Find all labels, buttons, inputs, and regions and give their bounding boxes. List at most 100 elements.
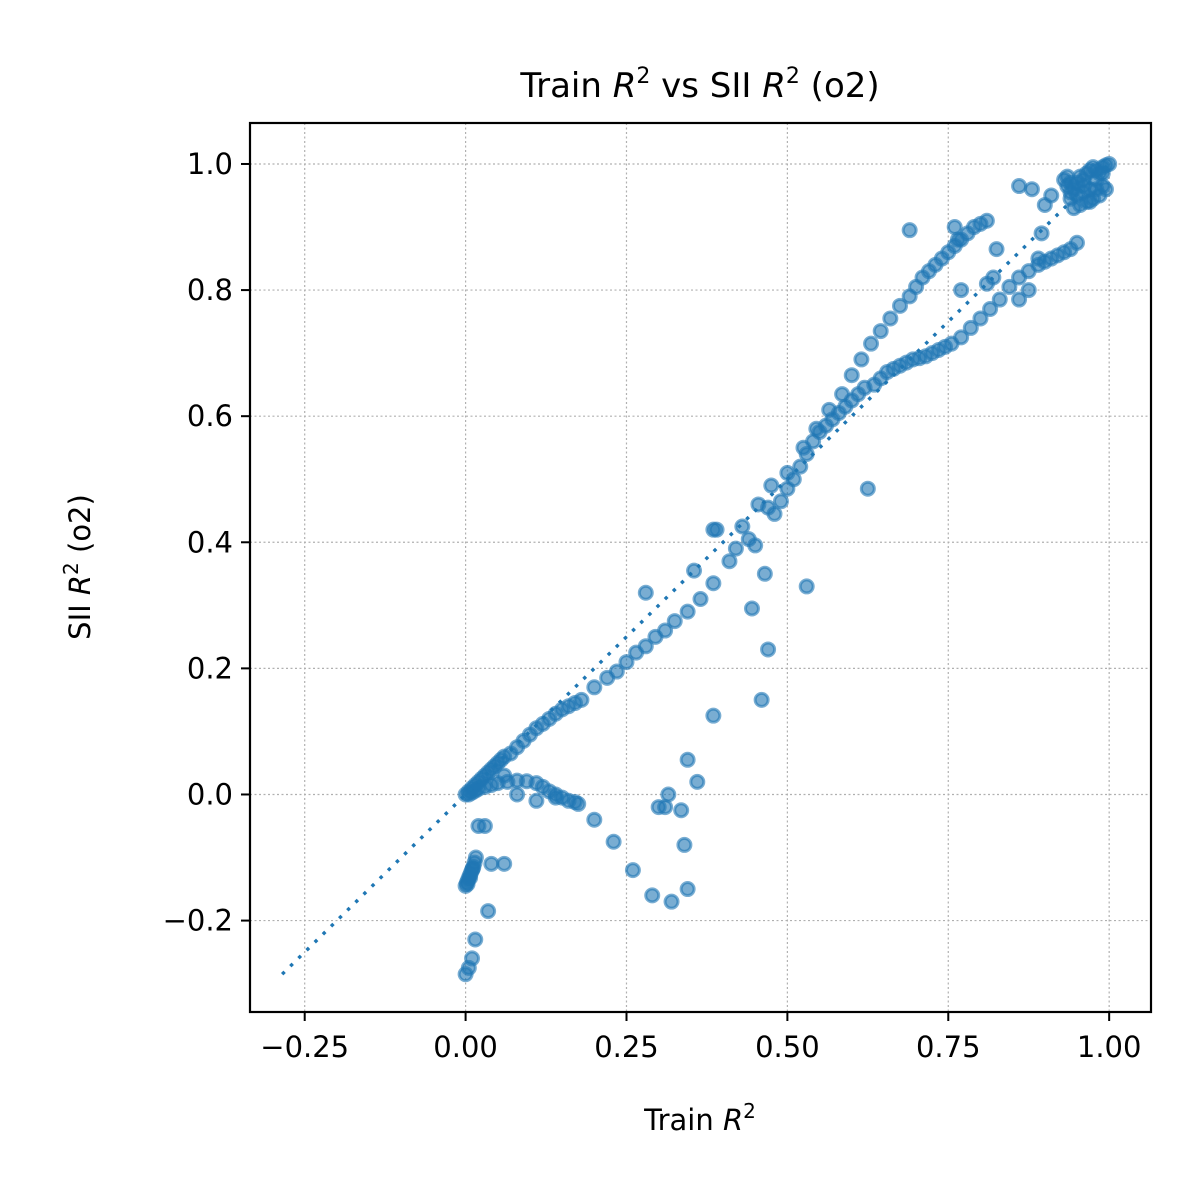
data-point	[753, 691, 770, 708]
data-point	[843, 367, 860, 384]
data-point	[605, 833, 622, 850]
data-point	[496, 767, 513, 784]
data-point	[1043, 187, 1060, 204]
data-point	[476, 818, 493, 835]
data-point	[1062, 174, 1079, 191]
data-point	[1068, 234, 1085, 251]
grid	[250, 123, 1151, 1012]
data-point	[679, 603, 696, 620]
data-point	[657, 622, 674, 639]
data-point	[856, 379, 873, 396]
data-point	[528, 792, 545, 809]
data-point	[1023, 181, 1040, 198]
data-point	[743, 600, 760, 617]
data-point	[624, 862, 641, 879]
data-point	[763, 477, 780, 494]
x-tick-label: −0.25	[260, 1030, 349, 1064]
data-point	[982, 300, 999, 317]
data-point	[1020, 282, 1037, 299]
data-point	[618, 654, 635, 671]
x-tick-label: 1.00	[1077, 1030, 1142, 1064]
data-point	[573, 691, 590, 708]
data-point	[480, 903, 497, 920]
data-point	[679, 881, 696, 898]
data-point	[586, 811, 603, 828]
y-tick-label: 0.4	[187, 525, 233, 559]
data-point	[953, 282, 970, 299]
data-point	[689, 773, 706, 790]
data-point	[483, 855, 500, 872]
data-point	[872, 323, 889, 340]
data-points	[457, 155, 1118, 983]
data-point	[798, 578, 815, 595]
data-point	[637, 584, 654, 601]
y-axis-label: SII R2 (o2)	[59, 494, 97, 640]
y-tick-label: 0.8	[187, 273, 233, 307]
data-point	[949, 231, 966, 248]
data-point	[467, 931, 484, 948]
data-point	[679, 751, 696, 768]
data-point	[853, 351, 870, 368]
data-point	[644, 887, 661, 904]
data-point	[727, 540, 744, 557]
y-tick-label: 0.6	[187, 399, 233, 433]
data-point	[637, 638, 654, 655]
data-point	[509, 786, 526, 803]
data-point	[863, 335, 880, 352]
data-point	[1011, 178, 1028, 195]
data-point	[962, 319, 979, 336]
y-tick-label: 0.2	[187, 651, 233, 685]
data-point	[892, 297, 909, 314]
data-point	[666, 613, 683, 630]
data-point	[673, 802, 690, 819]
y-axis-ticks: −0.2 0.0 0.2 0.4 0.6 0.8 1.0	[163, 147, 250, 938]
y-tick-label: 1.0	[187, 147, 233, 181]
data-point	[705, 521, 722, 538]
y-tick-label: −0.2	[163, 904, 233, 938]
data-point	[705, 707, 722, 724]
data-point	[750, 496, 767, 513]
data-point	[1001, 278, 1018, 295]
data-point	[953, 329, 970, 346]
data-point	[766, 505, 783, 522]
data-point	[901, 222, 918, 239]
data-point	[608, 663, 625, 680]
data-point	[657, 799, 674, 816]
data-point	[663, 893, 680, 910]
data-point	[772, 493, 789, 510]
data-point	[464, 860, 481, 877]
data-point	[1030, 250, 1047, 267]
data-point	[570, 795, 587, 812]
data-point	[705, 575, 722, 592]
data-point	[1033, 225, 1050, 242]
data-point	[734, 518, 751, 535]
data-point	[496, 855, 513, 872]
data-point	[1011, 291, 1028, 308]
data-point	[586, 679, 603, 696]
x-tick-label: 0.00	[433, 1030, 498, 1064]
x-tick-label: 0.75	[916, 1030, 981, 1064]
data-point	[464, 950, 481, 967]
data-point	[985, 269, 1002, 286]
data-point	[882, 310, 899, 327]
y-tick-label: 0.0	[187, 777, 233, 811]
data-point	[859, 480, 876, 497]
data-point	[978, 212, 995, 229]
x-axis-label: Train R2	[643, 1099, 756, 1137]
data-point	[676, 836, 693, 853]
data-point	[660, 786, 677, 803]
data-point	[972, 310, 989, 327]
data-point	[747, 537, 764, 554]
data-point	[988, 241, 1005, 258]
data-point	[991, 291, 1008, 308]
data-point	[1097, 181, 1114, 198]
x-tick-label: 0.25	[594, 1030, 659, 1064]
x-tick-label: 0.50	[755, 1030, 820, 1064]
data-point	[692, 591, 709, 608]
data-point	[760, 641, 777, 658]
data-point	[946, 219, 963, 236]
data-point	[547, 789, 564, 806]
data-point	[756, 565, 773, 582]
